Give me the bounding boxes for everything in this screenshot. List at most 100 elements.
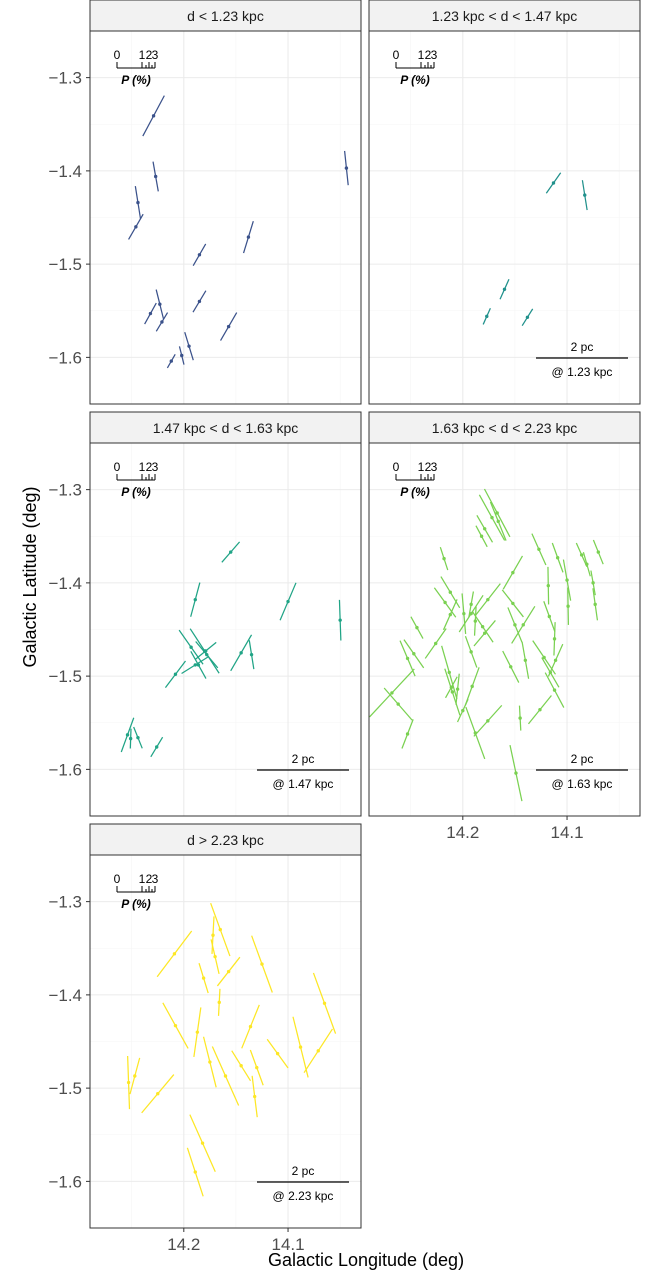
vector-center-point — [322, 1001, 327, 1005]
vector-center-point — [173, 672, 178, 676]
vector-center-point — [486, 597, 490, 602]
vector-center-point — [187, 344, 191, 348]
facet-strip — [89, 0, 362, 32]
vector-center-point — [469, 611, 473, 616]
key-tick-label: 1 — [139, 460, 146, 474]
key-label: P (%) — [121, 73, 151, 87]
polarization-key: 0 1 2 3P (%) — [114, 872, 159, 911]
key-tick-label: 1 — [418, 460, 425, 474]
facet-title: 1.47 kpc < d < 1.63 kpc — [153, 420, 299, 436]
vector-center-point — [148, 311, 153, 316]
vector-center-point — [450, 690, 455, 694]
key-label: P (%) — [400, 485, 430, 499]
vector-center-point — [239, 651, 243, 655]
vector-center-point — [447, 670, 451, 675]
key-tick-label: 1 — [139, 872, 146, 886]
vector-center-point — [555, 555, 560, 560]
vector-center-point — [469, 650, 473, 654]
polarization-key: 0 1 2 3P (%) — [393, 460, 438, 499]
vector-center-point — [448, 612, 452, 617]
vector-center-point — [298, 1045, 303, 1049]
vector-center-point — [495, 511, 499, 515]
scale-bar-label: 2 pc — [292, 1164, 315, 1178]
vector-center-point — [136, 735, 140, 740]
key-label: P (%) — [121, 897, 151, 911]
panel-border — [368, 30, 641, 405]
key-tick-label: 0 — [393, 48, 400, 62]
vector-center-point — [518, 716, 522, 720]
panel-border — [368, 442, 641, 817]
vector-center-point — [200, 1141, 205, 1145]
vector-center-point — [462, 611, 466, 616]
vector-center-point — [160, 320, 164, 324]
vector-center-point — [583, 193, 587, 197]
vector-center-point — [396, 702, 400, 706]
vector-center-point — [197, 253, 202, 257]
key-tick-label: 3 — [431, 48, 438, 62]
scale-bar-distance: @ 1.63 kpc — [552, 777, 613, 791]
vector-series — [369, 488, 604, 802]
y-axis-title: Galactic Latitude (deg) — [20, 486, 40, 667]
vector-center-point — [125, 733, 130, 737]
vector-center-point — [442, 556, 446, 561]
key-tick-label: 0 — [114, 460, 121, 474]
key-tick-label: 0 — [114, 48, 121, 62]
vector-center-point — [226, 324, 231, 329]
facet-strip — [89, 823, 362, 856]
vector-series — [126, 902, 337, 1197]
x-axis-title: Galactic Longitude (deg) — [268, 1250, 464, 1270]
scale-bar: 2 pc @ 2.23 kpc — [257, 1164, 349, 1203]
key-tick-label: 2 — [425, 48, 432, 62]
key-label: P (%) — [400, 73, 430, 87]
vector-center-point — [153, 174, 158, 179]
panel-border — [89, 854, 362, 1229]
key-tick-label: 3 — [152, 48, 159, 62]
vector-center-point — [180, 353, 184, 358]
scale-bar: 2 pc @ 1.63 kpc — [536, 752, 628, 791]
scale-bar: 2 pc @ 1.23 kpc — [536, 340, 628, 379]
vector-center-point — [260, 962, 264, 966]
x-tick-label: 14.1 — [550, 823, 583, 842]
polarization-key: 0 1 2 3P (%) — [114, 48, 159, 87]
vector-center-point — [208, 1060, 212, 1064]
vector-center-point — [155, 745, 159, 749]
vector-center-point — [511, 570, 515, 575]
vector-center-point — [275, 1051, 280, 1056]
key-tick-label: 0 — [114, 872, 121, 886]
panel-border — [89, 30, 362, 405]
vector-center-point — [482, 631, 487, 635]
vector-center-point — [596, 550, 601, 554]
vector-center-point — [217, 1000, 221, 1005]
vector-center-point — [211, 933, 215, 937]
x-tick-label: 14.2 — [446, 823, 479, 842]
vector-center-point — [537, 547, 541, 552]
vector-center-point — [591, 581, 595, 585]
vector-center-point — [226, 969, 231, 974]
vector-center-point — [286, 599, 290, 604]
vector-center-point — [496, 519, 500, 524]
y-tick-label: −1.5 — [48, 255, 82, 274]
facet-panel: d > 2.23 kpc 0 1 2 3P (%) 2 pc @ 2.23 kpc −1.3 −… — [48, 823, 362, 1254]
vector-center-point — [551, 181, 556, 185]
key-label: P (%) — [121, 485, 151, 499]
vector-center-point — [470, 684, 474, 689]
vector-center-point — [151, 114, 156, 118]
key-tick-label: 2 — [146, 460, 153, 474]
scale-bar-label: 2 pc — [571, 340, 594, 354]
vector-center-point — [133, 1074, 137, 1078]
vector-center-point — [553, 658, 558, 662]
y-tick-label: −1.4 — [48, 986, 82, 1005]
x-tick-label: 14.1 — [271, 1235, 304, 1254]
vector-center-point — [223, 1074, 228, 1078]
vector-center-point — [455, 687, 460, 691]
vector-center-point — [443, 600, 447, 605]
vector-center-point — [169, 359, 173, 363]
key-tick-label: 3 — [152, 460, 159, 474]
vector-center-point — [255, 1065, 259, 1070]
vector-center-point — [552, 637, 557, 641]
vector-center-point — [128, 736, 133, 741]
vector-center-point — [252, 1094, 257, 1099]
vector-center-point — [229, 550, 233, 554]
vector-center-point — [585, 562, 589, 566]
facet-title: d > 2.23 kpc — [187, 832, 264, 848]
